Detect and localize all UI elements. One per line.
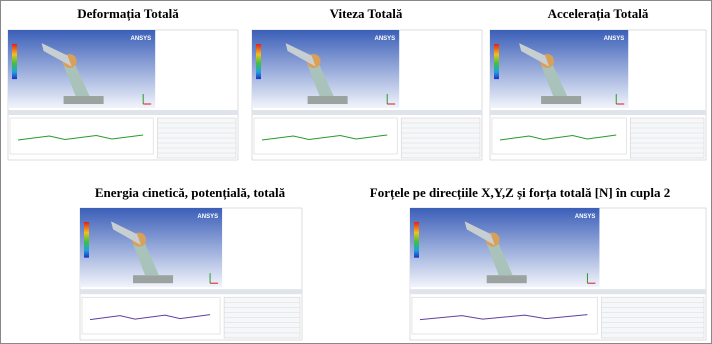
figure: Deformația Totală ANSYS Viteza Totală ANSYS… — [0, 0, 712, 344]
panel-title: Energia cinetică, potențială, totală — [95, 185, 286, 201]
ansys-logo: ANSYS — [604, 36, 625, 42]
page: {"panels": [ {"title": "Deformația Total… — [0, 0, 712, 344]
ansys-logo: ANSYS — [197, 214, 218, 220]
panel-title: Forțele pe direcțiile X,Y,Z și forța tot… — [370, 185, 670, 201]
color-legend — [12, 44, 17, 79]
screenshot: ANSYS — [80, 208, 302, 340]
screenshot: ANSYS — [490, 30, 706, 160]
robot-base — [308, 96, 348, 104]
panel-title: Accelerația Totală — [548, 6, 649, 22]
robot-base — [487, 275, 527, 283]
robot-base — [541, 96, 581, 104]
screenshot: ANSYS — [8, 30, 238, 160]
color-legend — [256, 44, 261, 79]
toolbar — [252, 110, 482, 115]
panel-title: Deformația Totală — [77, 6, 179, 22]
ansys-logo: ANSYS — [375, 36, 396, 42]
toolbar — [490, 110, 706, 115]
panel-title: Viteza Totală — [330, 6, 403, 21]
ansys-logo: ANSYS — [131, 36, 152, 42]
graph-area — [412, 297, 597, 334]
toolbar — [80, 289, 302, 294]
robot-base — [133, 275, 173, 283]
color-legend — [84, 222, 89, 258]
screenshot: ANSYS — [410, 208, 706, 340]
color-legend — [494, 44, 499, 79]
toolbar — [8, 110, 238, 115]
toolbar — [410, 289, 706, 294]
ansys-logo: ANSYS — [575, 214, 596, 220]
screenshot: ANSYS — [252, 30, 482, 160]
robot-base — [64, 96, 104, 104]
color-legend — [414, 222, 419, 258]
